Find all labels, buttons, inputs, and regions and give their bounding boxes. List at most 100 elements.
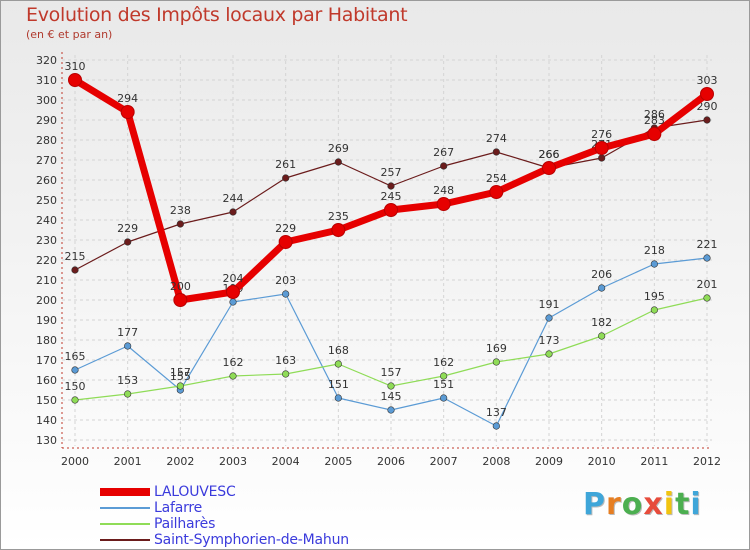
logo-letter: t xyxy=(675,487,691,522)
data-label: 169 xyxy=(486,342,507,355)
data-point xyxy=(173,293,188,307)
data-point xyxy=(489,185,504,199)
data-point xyxy=(700,87,714,101)
y-tick-label: 190 xyxy=(36,314,57,327)
data-point xyxy=(71,266,79,274)
data-point xyxy=(542,161,556,175)
data-label: 286 xyxy=(644,108,665,121)
y-tick-label: 220 xyxy=(36,254,57,267)
data-label: 245 xyxy=(381,190,402,203)
x-tick-label: 2004 xyxy=(272,455,300,468)
data-label: 229 xyxy=(117,222,138,235)
data-label: 145 xyxy=(381,390,402,403)
data-point xyxy=(545,350,553,358)
y-tick-label: 280 xyxy=(36,134,57,147)
x-tick-label: 2002 xyxy=(166,455,194,468)
data-label: 137 xyxy=(486,406,507,419)
data-point xyxy=(650,260,658,268)
data-label: 168 xyxy=(328,344,349,357)
data-point xyxy=(647,127,662,141)
y-tick-label: 250 xyxy=(36,194,57,207)
data-point xyxy=(229,298,237,306)
chart-title: Evolution des Impôts locaux par Habitant xyxy=(26,4,408,26)
data-point xyxy=(598,284,606,292)
data-label: 157 xyxy=(170,366,191,379)
logo-letter: x xyxy=(643,487,664,522)
data-label: 200 xyxy=(170,280,191,293)
data-point xyxy=(492,148,500,156)
data-label: 203 xyxy=(275,274,296,287)
logo-letter: i xyxy=(690,487,702,522)
data-point xyxy=(71,366,79,374)
data-label: 204 xyxy=(223,272,244,285)
chart-subtitle: (en € et par an) xyxy=(26,28,113,41)
data-label: 221 xyxy=(697,238,718,251)
data-label: 266 xyxy=(539,148,560,161)
data-point xyxy=(703,294,711,302)
data-label: 303 xyxy=(697,74,718,87)
legend-swatch xyxy=(100,539,150,541)
data-point xyxy=(278,235,293,249)
data-label: 244 xyxy=(223,192,244,205)
data-label: 254 xyxy=(486,172,507,185)
data-point xyxy=(124,390,132,398)
legend-item: Lafarre xyxy=(100,500,349,516)
data-point xyxy=(71,396,79,404)
data-point xyxy=(229,208,237,216)
logo-letter: o xyxy=(621,487,644,522)
data-point xyxy=(334,360,342,368)
legend-item: Pailharès xyxy=(100,516,349,532)
data-label: 248 xyxy=(433,184,454,197)
data-point xyxy=(594,141,609,155)
y-tick-label: 260 xyxy=(36,174,57,187)
data-label: 294 xyxy=(117,92,138,105)
y-tick-label: 300 xyxy=(36,94,57,107)
y-tick-label: 140 xyxy=(36,414,57,427)
data-point xyxy=(120,105,135,119)
data-point xyxy=(226,285,240,299)
data-label: 274 xyxy=(486,132,507,145)
data-point xyxy=(334,394,342,402)
x-tick-label: 2003 xyxy=(219,455,247,468)
data-label: 162 xyxy=(433,356,454,369)
data-point xyxy=(282,290,290,298)
legend-item: Saint-Symphorien-de-Mahun xyxy=(100,532,349,548)
data-point xyxy=(387,182,395,190)
data-point xyxy=(703,116,711,124)
data-point xyxy=(492,422,500,430)
data-point xyxy=(124,342,132,350)
data-label: 290 xyxy=(697,100,718,113)
data-point xyxy=(440,372,448,380)
data-point xyxy=(440,162,448,170)
x-tick-label: 2010 xyxy=(588,455,616,468)
x-tick-label: 2007 xyxy=(430,455,458,468)
data-point xyxy=(440,394,448,402)
y-tick-label: 130 xyxy=(36,434,57,447)
data-label: 257 xyxy=(381,166,402,179)
y-tick-label: 270 xyxy=(36,154,57,167)
data-point xyxy=(436,197,451,211)
chart-legend: LALOUVESC Lafarre Pailharès Saint-Symphorie… xyxy=(100,484,349,548)
legend-label: Saint-Symphorien-de-Mahun xyxy=(154,532,349,548)
proxiti-logo: Proxiti xyxy=(583,487,702,522)
data-label: 163 xyxy=(275,354,296,367)
x-tick-label: 2005 xyxy=(324,455,352,468)
x-tick-label: 2009 xyxy=(535,455,563,468)
legend-swatch xyxy=(100,488,150,496)
data-label: 182 xyxy=(591,316,612,329)
data-label: 150 xyxy=(65,380,86,393)
data-point xyxy=(384,203,398,217)
data-point xyxy=(545,314,553,322)
data-label: 215 xyxy=(65,250,86,263)
logo-letter: P xyxy=(583,487,606,522)
data-label: 261 xyxy=(275,158,296,171)
data-label: 283 xyxy=(644,114,665,127)
logo-letter: i xyxy=(663,487,676,522)
data-point xyxy=(124,238,132,246)
y-tick-label: 210 xyxy=(36,274,57,287)
data-label: 218 xyxy=(644,244,665,257)
data-point xyxy=(387,382,395,390)
data-point xyxy=(331,223,346,237)
x-tick-label: 2012 xyxy=(693,455,721,468)
